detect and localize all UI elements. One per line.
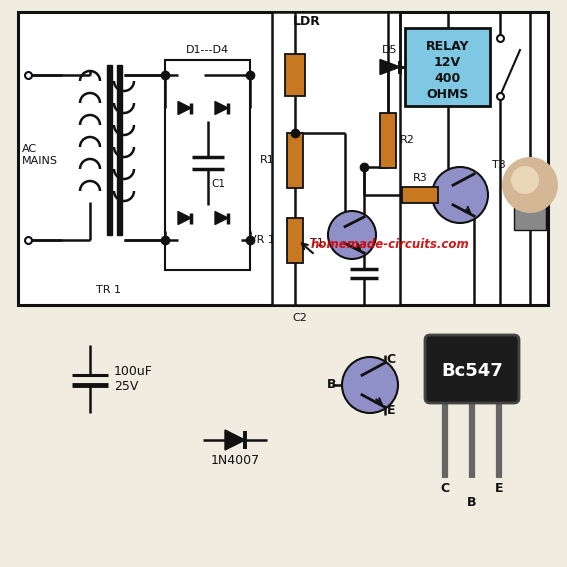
Polygon shape: [178, 211, 191, 225]
Polygon shape: [215, 211, 228, 225]
Text: homemade-circuits.com: homemade-circuits.com: [311, 239, 469, 252]
Circle shape: [502, 157, 558, 213]
Circle shape: [328, 211, 376, 259]
Text: C1: C1: [211, 179, 226, 189]
Circle shape: [511, 166, 539, 194]
Text: D1---D4: D1---D4: [186, 45, 229, 55]
Text: 100uF
25V: 100uF 25V: [114, 365, 153, 393]
Text: E: E: [495, 482, 503, 495]
Circle shape: [342, 357, 398, 413]
Text: C: C: [387, 353, 396, 366]
Text: RELAY: RELAY: [426, 40, 469, 53]
Text: AC
MAINS: AC MAINS: [22, 144, 58, 166]
Text: R1: R1: [260, 155, 275, 165]
Text: T3: T3: [492, 160, 506, 170]
Text: Bc547: Bc547: [441, 362, 503, 380]
Bar: [405, 28, 490, 106]
Text: E: E: [387, 404, 395, 417]
Text: B: B: [467, 496, 477, 509]
Bar: [18, 12, 548, 305]
Text: R2: R2: [400, 135, 415, 145]
Text: 12V: 12V: [434, 56, 461, 69]
Polygon shape: [380, 60, 400, 74]
Bar: [117, 65, 122, 235]
Bar: [287, 133, 303, 188]
Text: R3: R3: [413, 173, 428, 183]
Bar: [514, 205, 546, 230]
Text: 1N4007: 1N4007: [210, 454, 260, 467]
Bar: [107, 65, 112, 235]
Text: C2: C2: [293, 313, 307, 323]
Bar: [165, 60, 250, 270]
Bar: [380, 112, 396, 167]
Text: T1: T1: [310, 238, 324, 248]
Text: TR 1: TR 1: [95, 285, 121, 295]
Text: VR 1: VR 1: [249, 235, 275, 245]
Circle shape: [432, 167, 488, 223]
Polygon shape: [225, 430, 245, 450]
Bar: [285, 54, 305, 96]
Text: 400: 400: [434, 72, 460, 85]
Polygon shape: [178, 101, 191, 115]
Text: LDR: LDR: [293, 15, 321, 28]
Bar: [402, 187, 438, 203]
Bar: [287, 218, 303, 263]
Text: D5: D5: [382, 45, 397, 55]
Polygon shape: [215, 101, 228, 115]
Text: OHMS: OHMS: [426, 88, 469, 101]
Bar: [272, 12, 400, 305]
Text: B: B: [327, 379, 336, 391]
Text: C: C: [441, 482, 450, 495]
FancyBboxPatch shape: [425, 335, 519, 403]
